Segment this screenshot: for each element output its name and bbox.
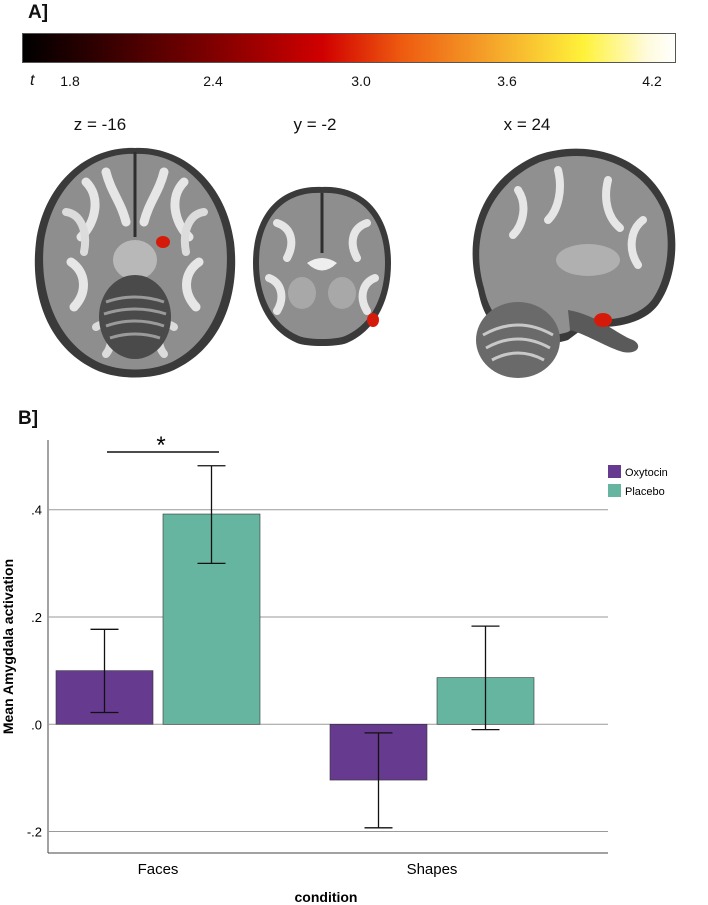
y-axis-title: Mean Amygdala activation (0, 559, 16, 734)
y-tick-label: .2 (31, 610, 42, 625)
panel-b-label: B] (18, 408, 39, 429)
panel-a-label: A] (28, 2, 49, 23)
y-tick-label: .4 (31, 503, 42, 518)
sagittal-slice-label: x = 24 (503, 115, 551, 134)
colorbar-tick: 1.8 (60, 73, 80, 89)
x-axis-title: condition (295, 889, 358, 905)
colorbar (22, 33, 676, 63)
x-tick-label: Faces (138, 861, 179, 878)
colorbar-tick: 3.0 (351, 73, 371, 89)
axial-brain-image (34, 147, 236, 378)
colorbar-tick: 4.2 (642, 73, 662, 89)
significance-marker: * (156, 432, 165, 459)
axial-slice-label: z = -16 (73, 115, 127, 134)
bar-chart: -.2 .0 .2 .4 Faces Shapes condition Mean Amygda… (0, 432, 668, 905)
colorbar-tick: 3.6 (497, 73, 517, 89)
coronal-slice-label: y = -2 (293, 115, 337, 134)
colorbar-tick: 2.4 (203, 73, 223, 89)
legend-label: Placebo (625, 486, 665, 498)
sagittal-brain-image (472, 148, 676, 378)
colorbar-symbol: t (30, 72, 35, 89)
legend-swatch (608, 484, 621, 497)
x-tick-label: Shapes (407, 861, 458, 878)
coronal-brain-image (253, 186, 391, 346)
legend-label: Oxytocin (625, 467, 668, 479)
legend-swatch (608, 465, 621, 478)
y-tick-label: -.2 (27, 825, 42, 840)
y-tick-label: .0 (31, 717, 42, 732)
